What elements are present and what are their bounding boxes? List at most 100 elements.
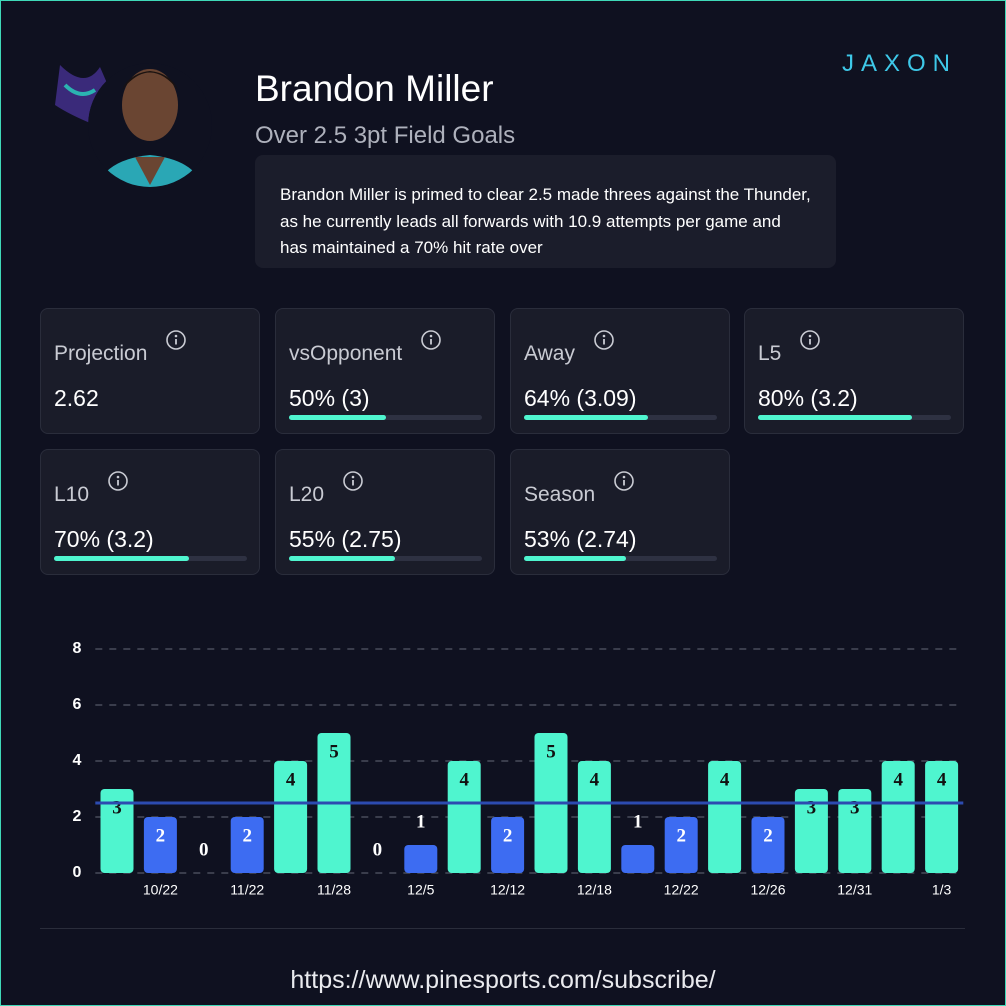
info-dot	[602, 334, 606, 338]
bar	[491, 817, 525, 873]
info-circle	[108, 471, 128, 491]
bar-value-label: 4	[590, 769, 600, 790]
bar-value-label: 3	[807, 797, 817, 818]
bar	[794, 789, 828, 873]
x-tick-label: 12/31	[837, 882, 872, 898]
bar-value-label: 0	[373, 839, 383, 860]
divider	[40, 928, 965, 929]
progress-track	[54, 556, 247, 561]
x-tick-label: 11/28	[317, 882, 351, 898]
x-tick-label: 10/22	[143, 882, 178, 898]
stat-value: 80% (3.2)	[758, 385, 858, 411]
stat-value: 70% (3.2)	[54, 526, 154, 552]
bar	[447, 761, 481, 873]
info-icon	[614, 471, 634, 491]
progress-fill	[758, 415, 913, 420]
avatar	[55, 63, 212, 187]
info-icon	[800, 330, 820, 350]
stat-label: vsOpponent	[289, 342, 403, 365]
progress-fill	[289, 556, 396, 561]
bar-value-label: 3	[850, 797, 860, 818]
stat-label: Season	[524, 483, 596, 506]
bar	[577, 761, 611, 873]
info-circle	[800, 330, 820, 350]
stat-label: Projection	[54, 342, 148, 365]
info-dot	[351, 475, 355, 479]
stat-card: Season 53% (2.74)	[510, 449, 730, 575]
bar	[404, 845, 438, 873]
stat-value: 50% (3)	[289, 385, 370, 411]
description: Brandon Miller is primed to clear 2.5 ma…	[280, 185, 811, 257]
progress-track	[524, 415, 717, 420]
progress-fill	[54, 556, 190, 561]
bar	[274, 761, 308, 873]
bar-value-label: 3	[112, 797, 122, 818]
bar	[881, 761, 915, 873]
hair	[122, 71, 178, 90]
bar	[751, 817, 785, 873]
progress-fill	[524, 415, 648, 420]
stat-value: 55% (2.75)	[289, 526, 402, 552]
progress-track	[758, 415, 951, 420]
info-circle	[343, 471, 363, 491]
stat-card: L20 55% (2.75)	[275, 449, 495, 575]
bar	[100, 789, 134, 873]
bar-value-label: 4	[893, 769, 903, 790]
x-tick-label: 12/22	[664, 882, 699, 898]
progress-track	[289, 415, 482, 420]
bar-value-label: 5	[546, 741, 556, 762]
bar-value-label: 1	[416, 811, 426, 832]
x-tick-label: 12/5	[407, 882, 434, 898]
stat-card: L10 70% (3.2)	[40, 449, 260, 575]
bar	[708, 761, 742, 873]
bar-value-label: 4	[459, 769, 469, 790]
team-logo-accent	[63, 83, 97, 96]
stat-label: L20	[289, 483, 325, 506]
bar	[838, 789, 872, 873]
stat-card: Away 64% (3.09)	[510, 308, 730, 434]
bar	[621, 845, 655, 873]
progress-fill	[524, 556, 627, 561]
x-tick-label: 12/18	[577, 882, 612, 898]
info-icon	[421, 330, 441, 350]
bar-value-label: 2	[763, 825, 773, 846]
info-dot	[116, 475, 120, 479]
y-tick-label: 0	[73, 864, 82, 881]
stat-label: L5	[758, 342, 782, 365]
bar-value-label: 4	[720, 769, 730, 790]
y-tick-label: 4	[73, 752, 82, 769]
description-box: Brandon Miller is primed to clear 2.5 ma…	[255, 155, 836, 268]
bar	[143, 817, 177, 873]
info-icon	[108, 471, 128, 491]
x-tick-label: 12/12	[490, 882, 525, 898]
info-circle	[614, 471, 634, 491]
stat-card: Projection 2.62	[40, 308, 260, 434]
info-dot	[808, 334, 812, 338]
bar	[664, 817, 698, 873]
bar-value-label: 5	[329, 741, 339, 762]
prop-line: Over 2.5 3pt Field Goals	[255, 122, 516, 149]
player-name: Brandon Miller	[255, 68, 494, 109]
stat-value: 64% (3.09)	[524, 385, 637, 411]
info-circle	[421, 330, 441, 350]
y-tick-label: 2	[73, 808, 82, 825]
chart: 0 2 4 6 8 3 10/22 2 0 11/22 2 4 11/28 5 0 12/5 1 4 12/12 2 5…	[73, 640, 964, 898]
bar-value-label: 1	[633, 811, 643, 832]
face	[122, 69, 178, 141]
progress-track	[524, 556, 717, 561]
info-circle	[166, 330, 186, 350]
info-icon	[594, 330, 614, 350]
stat-value: 53% (2.74)	[524, 526, 637, 552]
footer-url[interactable]: https://www.pinesports.com/subscribe/	[290, 966, 716, 994]
bar	[230, 817, 264, 873]
info-circle	[594, 330, 614, 350]
stat-card: vsOpponent 50% (3)	[275, 308, 495, 434]
stat-value: 2.62	[54, 385, 99, 411]
progress-fill	[289, 415, 386, 420]
stat-label: Away	[524, 342, 575, 365]
stat-card: L5 80% (3.2)	[744, 308, 964, 434]
info-dot	[622, 475, 626, 479]
info-dot	[174, 334, 178, 338]
bar	[925, 761, 959, 873]
